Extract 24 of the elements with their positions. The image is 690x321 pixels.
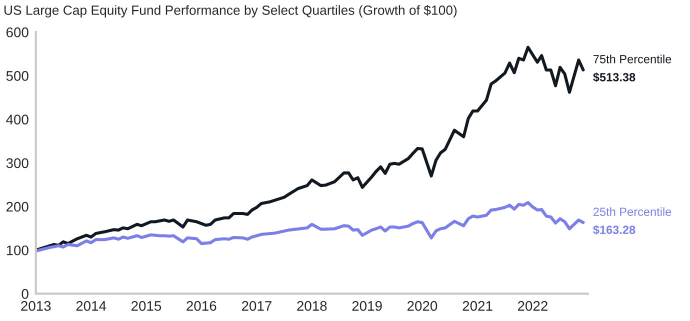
series-label: 75th Percentile bbox=[594, 54, 672, 64]
annotation: $163.28 bbox=[593, 225, 636, 235]
y-tick-label: 200 bbox=[6, 202, 28, 212]
x-tick-label: 2017 bbox=[242, 301, 272, 311]
y-tick-label: 400 bbox=[6, 114, 28, 124]
line-series bbox=[36, 46, 585, 252]
x-tick-label: 2014 bbox=[76, 301, 106, 311]
x-tick-label: 2021 bbox=[462, 301, 492, 311]
series-label: 25th Percentile bbox=[594, 207, 672, 216]
annotation: $513.38 bbox=[593, 72, 636, 82]
x-tick-label: 2020 bbox=[407, 301, 438, 311]
x-tick-label: 2015 bbox=[131, 301, 162, 311]
y-tick-label: 600 bbox=[6, 27, 28, 38]
x-tick-label: 2013 bbox=[21, 301, 51, 311]
y-tick-label: 100 bbox=[6, 245, 28, 256]
x-tick-label: 2016 bbox=[186, 301, 216, 311]
y-tick-label: 500 bbox=[6, 71, 28, 81]
y-tick-label: 0 bbox=[22, 289, 28, 299]
x-tick-label: 2022 bbox=[518, 301, 548, 311]
line-series bbox=[36, 201, 585, 253]
x-tick-label: 2019 bbox=[352, 301, 382, 311]
y-tick-label: 300 bbox=[6, 158, 28, 168]
x-tick-label: 2018 bbox=[297, 301, 327, 311]
chart-title: US Large Cap Equity Fund Performance by Select Quartiles (Growth of $100) bbox=[4, 4, 457, 18]
